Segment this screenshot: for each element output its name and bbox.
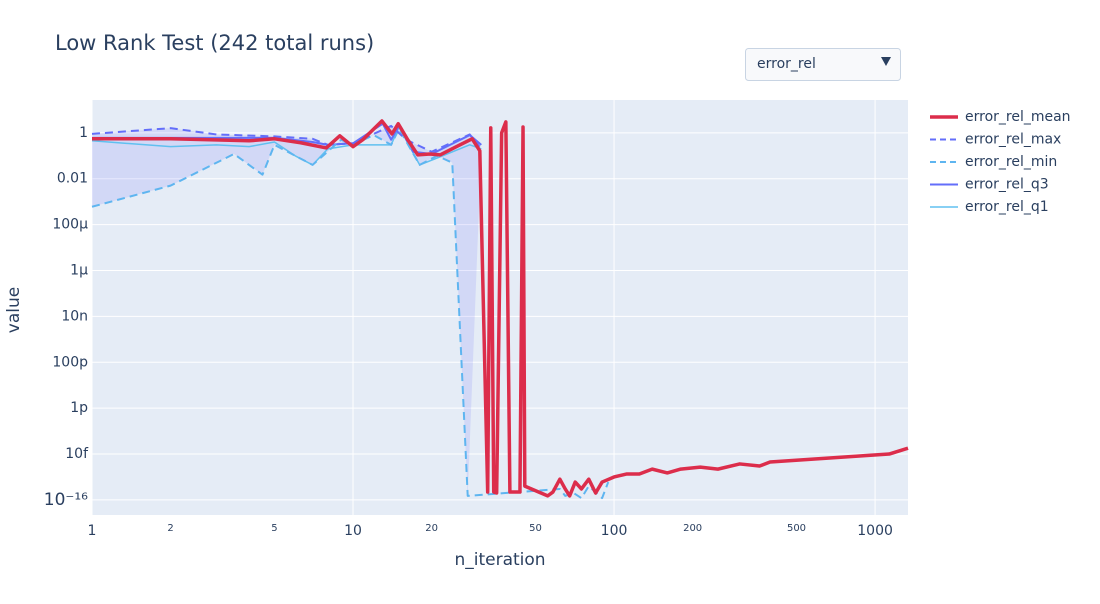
y-tick-label: 10⁻¹⁶ [44,490,88,510]
legend-label: error_rel_q1 [965,199,1049,215]
dropdown[interactable]: error_rel [745,48,901,81]
y-tick-label: 1p [70,400,88,416]
dropdown-box[interactable] [745,48,901,81]
y-tick-label: 10f [65,446,89,462]
y-axis-label: value [4,287,24,333]
x-tick-label: 1 [88,523,97,539]
x-tick-label: 5 [271,523,277,534]
legend-label: error_rel_mean [965,109,1071,125]
y-tick-label: 100p [52,354,88,370]
y-tick-label: 100µ [52,217,88,233]
y-tick-label: 10n [61,308,88,324]
series-line [91,127,610,500]
legend-label: error_rel_max [965,132,1061,148]
x-tick-label: 1000 [857,523,893,539]
x-tick-label: 20 [425,523,438,534]
legend-label: error_rel_q3 [965,177,1049,193]
range-band [92,125,482,496]
y-tick-label: 0.01 [57,171,88,187]
x-axis-label: n_iteration [454,550,545,570]
legend-label: error_rel_min [965,154,1057,170]
x-tick-label: 50 [529,523,542,534]
x-tick-label: 500 [787,523,806,534]
dropdown-arrow[interactable] [881,57,891,66]
x-tick-label: 100 [601,523,628,539]
y-tick-label: 1 [79,125,88,141]
series-line [92,119,909,498]
x-tick-label: 2 [167,523,173,534]
dropdown-value[interactable]: error_rel [757,56,816,72]
y-tick-label: 1µ [70,262,88,278]
series-line [91,124,483,153]
x-tick-label: 10 [344,523,362,539]
chart-title: Low Rank Test (242 total runs) [55,31,374,55]
x-tick-label: 200 [683,523,702,534]
